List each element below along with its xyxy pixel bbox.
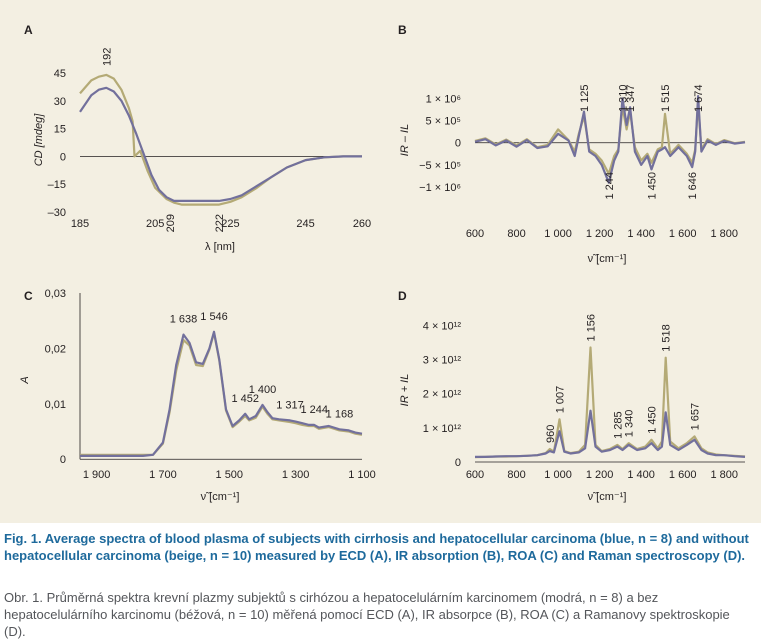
panel-c-xtick-label: 1 300 [282, 469, 310, 481]
panel-c-peak-label: 1 400 [249, 384, 277, 396]
panel-c-peak-label: 1 317 [276, 399, 304, 411]
panel-d-xtick-label: 1 600 [669, 469, 697, 481]
panel-c-ytick-label: 0,03 [45, 288, 66, 300]
panel-a-ytick-label: –15 [48, 179, 66, 191]
panel-d-peak-label: 1 156 [585, 314, 597, 342]
panel-d-peak-label: 1 450 [647, 406, 659, 434]
panel-a-ylabel: CD [mdeg] [33, 113, 45, 167]
panel-b-xlabel: ν̃ [cm⁻¹] [588, 253, 627, 265]
panel-d-xtick-label: 1 200 [586, 469, 614, 481]
panel-b-peak-label: 1 244 [604, 172, 616, 200]
caption-english: Fig. 1. Average spectra of blood plasma … [4, 531, 749, 563]
panel-b-peak-label: 1 347 [625, 84, 637, 112]
panel-d-peak-label: 1 340 [624, 410, 636, 438]
panel-c-ylabel: A [19, 376, 31, 384]
panel-a-ytick-label: 45 [54, 68, 66, 80]
panel-b-ytick-label: −5 × 10⁵ [419, 160, 461, 172]
panel-a-letter: A [24, 23, 33, 37]
panel-b-ylabel: IR – IL [399, 124, 411, 156]
panel-c-ytick-label: 0,02 [45, 343, 66, 355]
panel-c-series-blue [80, 330, 363, 457]
panel-a-xlabel: λ [nm] [205, 241, 235, 253]
panel-b-ytick-label: 5 × 10⁵ [426, 116, 461, 128]
panel-b-xtick-label: 1 600 [669, 228, 697, 240]
panel-c-ytick-label: 0,01 [45, 399, 66, 411]
panel-b-xtick-label: 600 [466, 228, 484, 240]
panel-b-series-beige [474, 101, 746, 175]
panel-d-ytick-label: 1 × 10¹² [423, 423, 462, 435]
panel-d-xtick-label: 1 800 [710, 469, 738, 481]
figure-panel: A 45 30 15 0 –15 –30 185 205 225 245 260 λ [nm] CD [m… [0, 0, 761, 523]
panel-b-letter: B [398, 23, 407, 37]
panel-a-series-blue [79, 86, 362, 202]
panel-d-ytick-label: 0 [455, 457, 461, 469]
panel-d-xtick-label: 1 000 [544, 469, 572, 481]
panel-d-xtick-label: 800 [507, 469, 525, 481]
panel-d-ytick-label: 2 × 10¹² [423, 389, 462, 401]
panel-a-ytick-label: –30 [48, 207, 66, 219]
panel-d-ylabel: IR + IL [399, 374, 411, 407]
panel-b-series-blue [474, 95, 746, 184]
panel-d-peak-label: 1 657 [690, 403, 702, 431]
panel-a-series-beige [79, 73, 362, 206]
panel-a-peak-label: 222 [214, 214, 226, 232]
panel-b-xtick-label: 1 200 [586, 228, 614, 240]
panel-b-xtick-label: 1 000 [544, 228, 572, 240]
panel-d-xtick-label: 600 [466, 469, 484, 481]
panel-a-xtick-label: 185 [71, 218, 89, 230]
panel-d-peak-label: 960 [545, 425, 557, 443]
panel-a-ytick-label: 15 [54, 124, 66, 136]
panel-c-peak-label: 1 638 [170, 314, 198, 326]
panel-b-xtick-label: 800 [507, 228, 525, 240]
panel-d-series-blue [475, 409, 746, 458]
panel-b-peak-label: 1 450 [647, 172, 659, 200]
panel-a-xtick-label: 245 [296, 218, 314, 230]
panel-a-peak-label: 192 [101, 48, 113, 66]
panel-b-ytick-label: 0 [455, 138, 461, 150]
panel-b-peak-label: 1 310 [617, 84, 629, 112]
panel-c-xtick-label: 1 900 [83, 469, 111, 481]
panel-d-series-beige [474, 346, 746, 459]
panel-d-xtick-label: 1 400 [627, 469, 655, 481]
panel-d-ytick-label: 3 × 10¹² [423, 354, 462, 366]
panel-b-xtick-label: 1 800 [710, 228, 738, 240]
panel-a-ytick-label: 0 [60, 151, 66, 163]
panel-c-xtick-label: 1 100 [348, 469, 376, 481]
panel-c-peak-label: 1 452 [231, 393, 259, 405]
panel-c-xtick-label: 1 700 [149, 469, 177, 481]
panel-c-peak-label: 1 546 [200, 311, 228, 323]
panel-a-xtick-label: 260 [353, 218, 371, 230]
panel-b-xtick-label: 1 400 [627, 228, 655, 240]
panel-b-peak-label: 1 125 [579, 84, 591, 112]
panel-b-ytick-label: −1 × 10⁶ [419, 182, 461, 194]
panel-d-xlabel: ν̃ [cm⁻¹] [588, 491, 627, 503]
panel-a-peak-label: 209 [165, 214, 177, 232]
panel-b-ytick-label: 1 × 10⁶ [426, 93, 461, 105]
panel-c-xlabel: ν̃ [cm⁻¹] [201, 491, 240, 503]
panel-a-xtick-label: 205 [146, 218, 164, 230]
panel-c-peak-label: 1 244 [300, 404, 328, 416]
panel-c-series-beige [80, 331, 363, 456]
panel-d-peak-label: 1 007 [555, 386, 567, 414]
panel-a-ytick-label: 30 [54, 96, 66, 108]
panel-d-ytick-label: 4 × 10¹² [423, 320, 462, 332]
panel-a-xtick-label: 225 [221, 218, 239, 230]
caption-czech: Obr. 1. Průměrná spektra krevní plazmy s… [4, 590, 730, 639]
panel-b-peak-label: 1 646 [687, 172, 699, 200]
figure-svg: A 45 30 15 0 –15 –30 185 205 225 245 260 λ [nm] CD [m… [19, 23, 746, 503]
panel-d-letter: D [398, 289, 407, 303]
panel-d-peak-label: 1 518 [661, 324, 673, 352]
panel-b-peak-label: 1 674 [693, 84, 705, 112]
panel-c-letter: C [24, 289, 33, 303]
panel-d-peak-label: 1 285 [612, 411, 624, 439]
panel-b-peak-label: 1 515 [660, 84, 672, 112]
panel-c-xtick-label: 1 500 [216, 469, 244, 481]
panel-c-peak-label: 1 168 [326, 408, 354, 420]
panel-c-ytick-label: 0 [60, 454, 66, 466]
